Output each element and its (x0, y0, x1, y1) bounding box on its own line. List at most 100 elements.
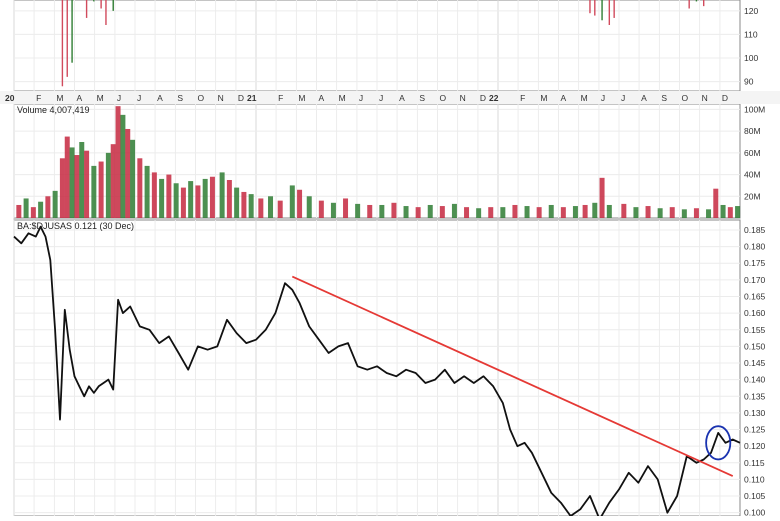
x-tick-label: N (460, 93, 466, 103)
volume-bar (318, 200, 324, 218)
y-tick-label: 0.105 (744, 491, 766, 501)
volume-bar (592, 202, 598, 218)
x-tick-label: M (56, 93, 63, 103)
volume-bar (130, 139, 136, 218)
volume-bar (548, 204, 554, 218)
volume-bar (30, 207, 36, 218)
volume-bar (98, 161, 104, 218)
x-tick-label: M (540, 93, 547, 103)
y-tick-label: 0.185 (744, 225, 766, 235)
x-tick-label: J (359, 93, 363, 103)
ratio-label: BA:$DJUSAS 0.121 (30 Dec) (17, 221, 134, 231)
volume-bar (330, 202, 336, 218)
y-tick-label: 0.125 (744, 425, 766, 435)
x-tick-label: 20 (5, 93, 15, 103)
y-tick-label: 0.140 (744, 375, 766, 385)
volume-bar (297, 189, 303, 218)
x-axis-band (0, 91, 780, 104)
x-tick-label: A (641, 93, 647, 103)
y-tick-label: 0.150 (744, 341, 766, 351)
y-tick-label: 40M (744, 170, 761, 180)
volume-bar (195, 185, 201, 218)
x-tick-label: M (339, 93, 346, 103)
volume-bar (258, 198, 264, 218)
x-tick-label: J (621, 93, 625, 103)
volume-bar (727, 207, 733, 218)
volume-bar (476, 208, 482, 218)
volume-bar (403, 206, 409, 218)
x-tick-label: F (520, 93, 525, 103)
volume-bar (226, 180, 232, 218)
y-tick-label: 0.155 (744, 325, 766, 335)
volume-bar (706, 209, 712, 218)
volume-bar (202, 178, 208, 218)
volume-bar (45, 196, 51, 218)
y-tick-label: 0.120 (744, 441, 766, 451)
y-tick-label: 0.145 (744, 358, 766, 368)
x-tick-label: O (198, 93, 205, 103)
volume-bar (343, 198, 349, 218)
volume-bar (219, 172, 225, 218)
volume-bar (110, 144, 116, 218)
x-tick-label: A (157, 93, 163, 103)
volume-bar (91, 165, 97, 218)
volume-bar (669, 207, 675, 218)
x-tick-label: M (298, 93, 305, 103)
y-tick-label: 0.135 (744, 391, 766, 401)
volume-bar (268, 196, 274, 218)
x-tick-label: D (722, 93, 728, 103)
volume-bar (735, 206, 741, 218)
x-tick-label: D (238, 93, 244, 103)
y-tick-label: 0.130 (744, 408, 766, 418)
volume-bar (720, 204, 726, 218)
y-tick-label: 100M (744, 104, 765, 114)
volume-bar (681, 209, 687, 218)
volume-bar (23, 198, 29, 218)
volume-bar (166, 174, 172, 218)
volume-bar (427, 204, 433, 218)
x-tick-label: 21 (247, 93, 257, 103)
x-tick-label: S (661, 93, 667, 103)
y-tick-label: 0.180 (744, 242, 766, 252)
y-tick-label: 0.175 (744, 258, 766, 268)
volume-bar (367, 204, 373, 218)
volume-bar (180, 187, 186, 218)
y-tick-label: 110 (744, 29, 758, 39)
volume-bar (248, 194, 254, 218)
volume-bar (209, 176, 215, 218)
volume-bar (79, 142, 85, 218)
volume-bar (234, 187, 240, 218)
y-tick-label: 0.165 (744, 291, 766, 301)
volume-bar (188, 181, 194, 218)
y-tick-label: 90 (744, 77, 754, 87)
volume-label: Volume 4,007,419 (17, 105, 90, 115)
volume-bar (693, 208, 699, 218)
x-tick-label: J (601, 93, 605, 103)
x-tick-label: M (97, 93, 104, 103)
volume-bar (151, 172, 157, 218)
x-tick-label: M (581, 93, 588, 103)
volume-bar (582, 204, 588, 218)
chart-panels: 90 100 110 120 20M 40M 60M 80M 100M 0.100 0.105 0.1… (13, 0, 766, 521)
volume-bar (241, 191, 247, 218)
volume-bar (439, 206, 445, 218)
volume-bar (74, 155, 80, 218)
volume-bar (606, 204, 612, 218)
volume-bar (560, 207, 566, 218)
y-tick-label: 100 (744, 53, 758, 63)
y-tick-label: 20M (744, 191, 761, 201)
volume-bar (120, 114, 126, 218)
volume-bar (137, 158, 143, 218)
volume-bar (599, 177, 605, 218)
x-tick-label: O (682, 93, 689, 103)
volume-bar (115, 106, 121, 218)
volume-bar (125, 128, 131, 218)
volume-bar (64, 136, 70, 218)
volume-bar (633, 207, 639, 218)
x-tick-label: F (278, 93, 283, 103)
y-tick-label: 0.110 (744, 474, 765, 484)
volume-bar (379, 204, 385, 218)
volume-bar (277, 200, 283, 218)
